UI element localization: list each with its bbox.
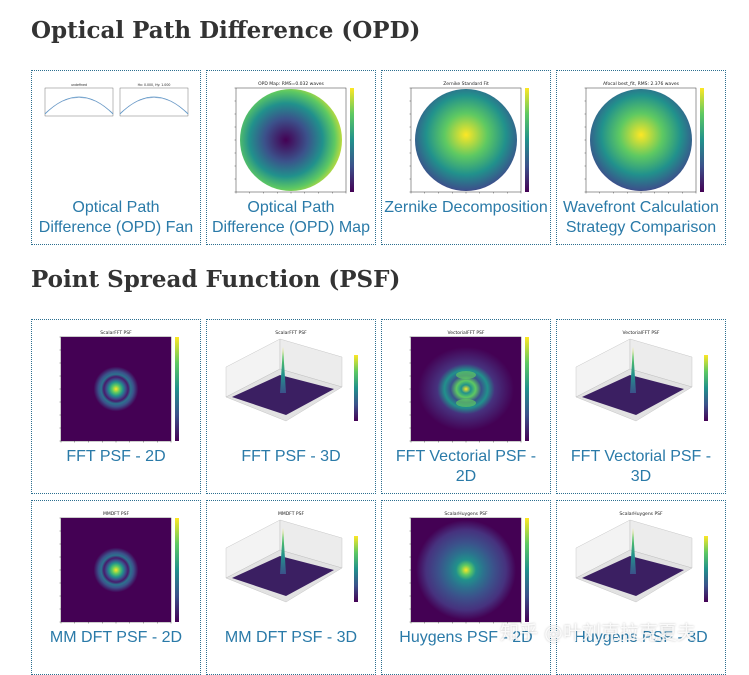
svg-text:Hx: 0.000, Hy: 1.000: Hx: 0.000, Hy: 1.000	[138, 83, 171, 87]
card-caption-link[interactable]: FFT Vectorial PSF - 2D	[395, 448, 537, 485]
svg-text:ScalarHuygens PSF: ScalarHuygens PSF	[619, 511, 663, 517]
plot-thumbnail[interactable]: Zernike Standard Fit	[385, 76, 547, 196]
card-caption-link[interactable]: MM DFT PSF - 3D	[224, 629, 358, 646]
gallery-card[interactable]: VectorialFFT PSF FFT Vectorial PSF - 3D	[556, 319, 726, 494]
gallery-card[interactable]: ScalarFFT PSF FFT PSF - 2D	[31, 319, 201, 494]
card-caption-link[interactable]: Optical Path Difference (OPD) Map	[212, 199, 370, 236]
opd-gallery: undefined Hx: 0.000, Hy: 1.000 Optical Pat…	[31, 70, 727, 245]
card-caption-link[interactable]: Zernike Decomposition	[384, 199, 548, 216]
plot-thumbnail[interactable]: VectorialFFT PSF	[385, 325, 547, 445]
gallery-card[interactable]: undefined Hx: 0.000, Hy: 1.000 Optical Pat…	[31, 70, 201, 245]
card-caption-link[interactable]: Huygens PSF - 2D	[399, 629, 533, 646]
svg-text:VectorialFFT PSF: VectorialFFT PSF	[447, 330, 484, 336]
gallery-card[interactable]: MMDFT PSF MM DFT PSF - 2D	[31, 500, 201, 675]
svg-text:ScalarHuygens PSF: ScalarHuygens PSF	[444, 511, 488, 517]
svg-text:undefined: undefined	[71, 83, 87, 87]
gallery-card[interactable]: VectorialFFT PSF FFT Vectorial PSF - 2D	[381, 319, 551, 494]
plot-thumbnail[interactable]: MMDFT PSF	[35, 506, 197, 626]
plot-thumbnail[interactable]: undefined Hx: 0.000, Hy: 1.000	[35, 76, 197, 196]
svg-text:OPD Map: RMS=0.032 waves: OPD Map: RMS=0.032 waves	[258, 81, 324, 87]
gallery-card[interactable]: MMDFT PSF MM DFT PSF - 3D	[206, 500, 376, 675]
section-title-psf: Point Spread Function (PSF)	[31, 266, 401, 293]
svg-text:VectorialFFT PSF: VectorialFFT PSF	[622, 330, 659, 336]
card-caption-link[interactable]: FFT PSF - 3D	[241, 448, 341, 465]
plot-thumbnail[interactable]: VectorialFFT PSF	[560, 325, 722, 445]
plot-thumbnail[interactable]: ScalarHuygens PSF	[385, 506, 547, 626]
plot-thumbnail[interactable]: MMDFT PSF	[210, 506, 372, 626]
gallery-card[interactable]: Afocal best_fit, RMS: 2.376 waves Wavefro…	[556, 70, 726, 245]
svg-text:MMDFT PSF: MMDFT PSF	[278, 511, 304, 517]
plot-thumbnail[interactable]: ScalarFFT PSF	[35, 325, 197, 445]
gallery-card[interactable]: ScalarHuygens PSF Huygens PSF - 2D	[381, 500, 551, 675]
card-caption-link[interactable]: Wavefront Calculation Strategy Compariso…	[563, 199, 719, 236]
svg-text:Afocal best_fit, RMS: 2.376 wa: Afocal best_fit, RMS: 2.376 waves	[603, 81, 680, 87]
card-caption-link[interactable]: MM DFT PSF - 2D	[49, 629, 183, 646]
gallery-card[interactable]: Zernike Standard Fit Zernike Decompositio…	[381, 70, 551, 245]
plot-thumbnail[interactable]: OPD Map: RMS=0.032 waves	[210, 76, 372, 196]
svg-text:MMDFT PSF: MMDFT PSF	[103, 511, 129, 517]
card-caption-link[interactable]: FFT Vectorial PSF - 3D	[570, 448, 712, 485]
section-title-opd: Optical Path Difference (OPD)	[31, 17, 421, 44]
plot-thumbnail[interactable]: ScalarFFT PSF	[210, 325, 372, 445]
gallery-card[interactable]: ScalarFFT PSF FFT PSF - 3D	[206, 319, 376, 494]
svg-text:ScalarFFT PSF: ScalarFFT PSF	[275, 330, 307, 336]
plot-thumbnail[interactable]: ScalarHuygens PSF	[560, 506, 722, 626]
gallery-card[interactable]: ScalarHuygens PSF Huygens PSF - 3D	[556, 500, 726, 675]
card-caption-link[interactable]: FFT PSF - 2D	[66, 448, 166, 465]
card-caption-link[interactable]: Optical Path Difference (OPD) Fan	[38, 199, 194, 236]
psf-gallery: ScalarFFT PSF FFT PSF - 2D ScalarFFT PSF FF…	[31, 319, 727, 675]
gallery-card[interactable]: OPD Map: RMS=0.032 waves Optical Path Dif…	[206, 70, 376, 245]
svg-text:Zernike Standard Fit: Zernike Standard Fit	[443, 81, 489, 87]
card-caption-link[interactable]: Huygens PSF - 3D	[574, 629, 708, 646]
plot-thumbnail[interactable]: Afocal best_fit, RMS: 2.376 waves	[560, 76, 722, 196]
svg-text:ScalarFFT PSF: ScalarFFT PSF	[100, 330, 132, 336]
